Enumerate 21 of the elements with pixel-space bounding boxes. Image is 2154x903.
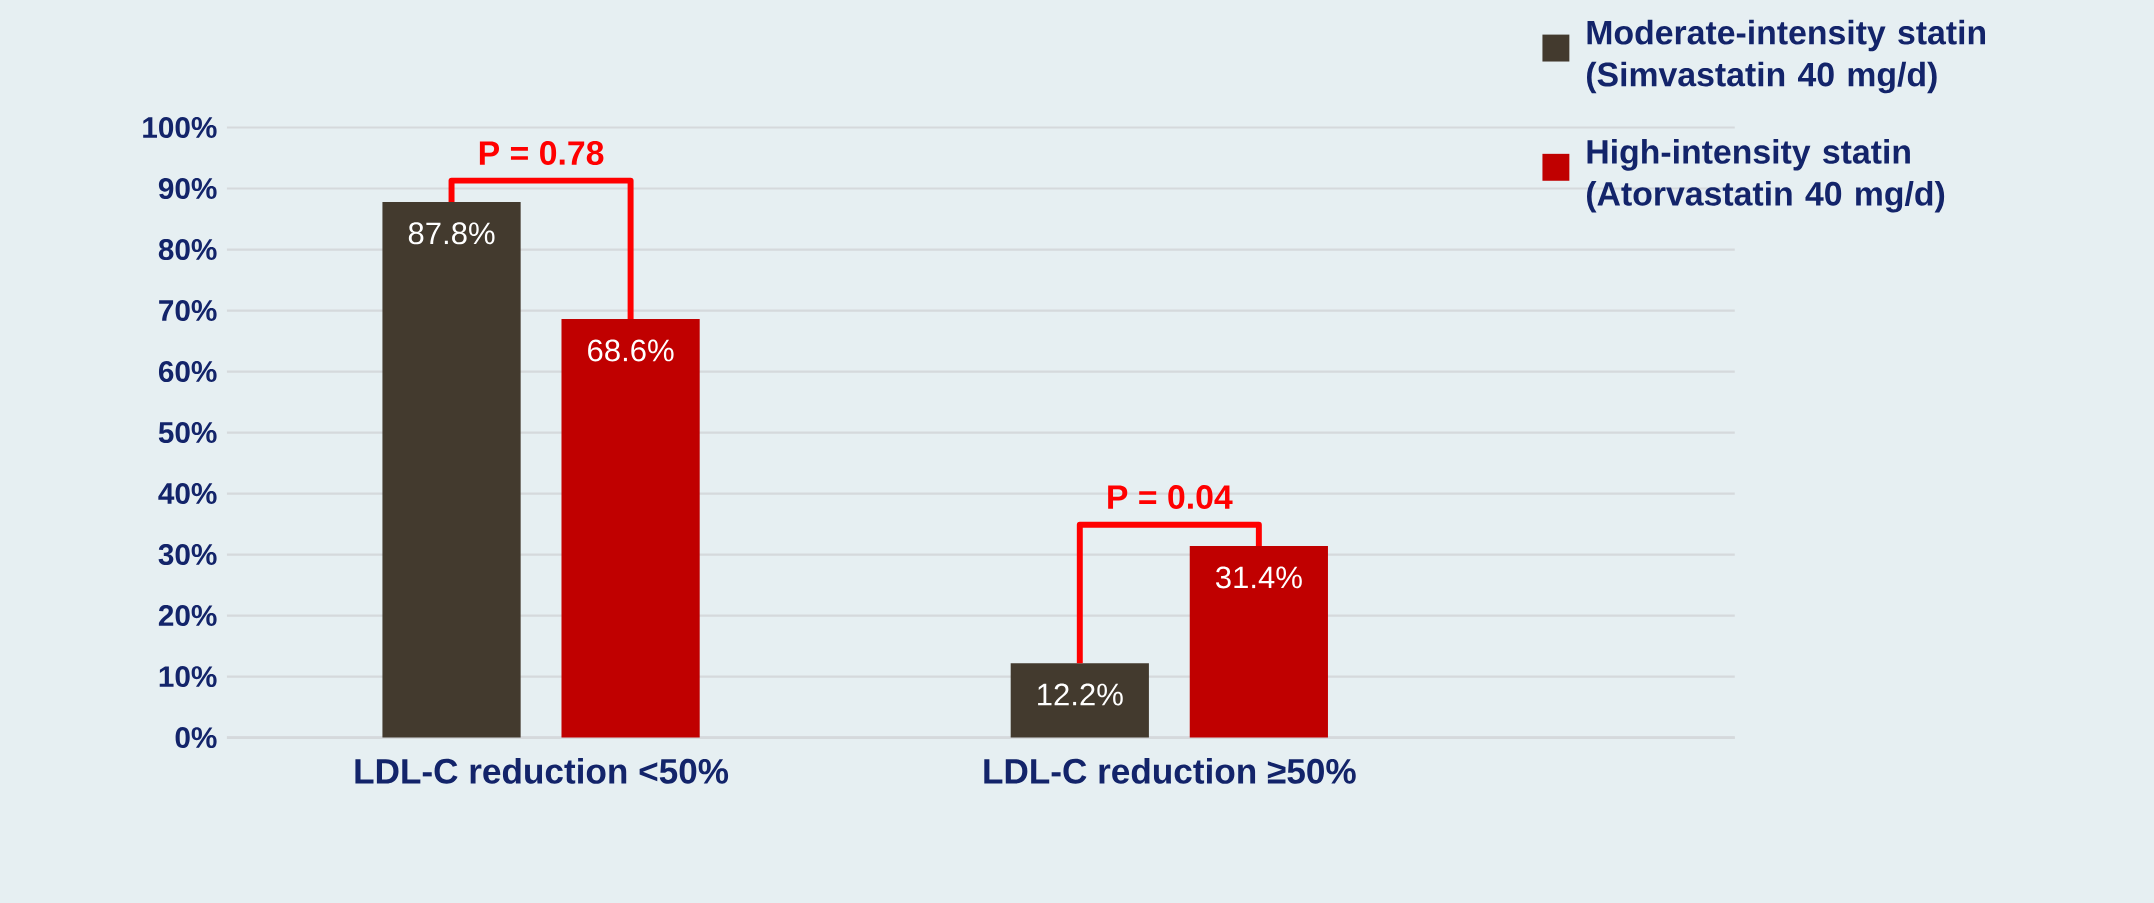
legend-label: High-intensity statin (Atorvastatin 40 mg/d)	[1586, 138, 1945, 213]
y-tick-label: 30%	[158, 544, 217, 566]
data-label: 68.6%	[588, 339, 674, 362]
annotation: P = 0.78	[479, 141, 604, 165]
x-tick-label: LDL-C reduction ≥50%	[984, 757, 1356, 784]
y-tick-label: 20%	[158, 605, 217, 627]
y-tick-label: 100%	[143, 117, 217, 139]
y-tick-label: 10%	[159, 666, 217, 688]
y-tick-label: 0%	[175, 727, 217, 749]
data-label: 87.8%	[408, 222, 495, 245]
legend-label: Moderate-intensity statin (Simvastatin 40 mg/d)	[1586, 19, 1986, 94]
y-tick-label: 60%	[158, 361, 217, 383]
annotation: P = 0.04	[1108, 485, 1233, 510]
y-tick-label: 50%	[158, 422, 217, 444]
y-tick-label: 80%	[158, 239, 217, 261]
data-label: 12.2%	[1038, 683, 1123, 706]
y-tick-label: 40%	[158, 483, 217, 505]
data-label: 31.4%	[1215, 566, 1302, 589]
x-tick-label: LDL-C reduction <50%	[355, 757, 729, 784]
y-tick-label: 90%	[158, 178, 217, 200]
y-tick-label: 70%	[159, 300, 217, 322]
